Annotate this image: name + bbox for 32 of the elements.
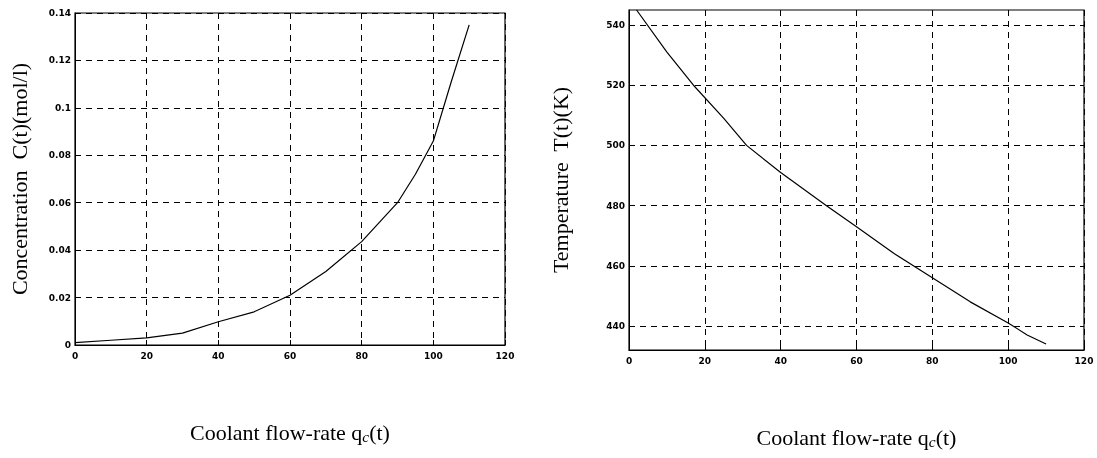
x-tick-label: 60: [850, 355, 863, 366]
x-tick-label: 100: [998, 355, 1018, 366]
x-axis-title: Coolant flow-rate qc(t): [756, 425, 957, 450]
x-tick-label: 20: [140, 350, 153, 361]
y-tick-label: 0.06: [48, 197, 71, 208]
y-tick-label: 0.14: [48, 8, 71, 18]
y-axis-title: Temperature T(t)(K): [547, 86, 573, 274]
y-tick-label: 520: [606, 80, 625, 91]
y-tick-label: 540: [606, 20, 625, 31]
x-tick-label: 80: [926, 355, 939, 366]
x-tick-label: 120: [1074, 355, 1094, 366]
y-tick-label: 0: [64, 340, 71, 350]
x-tick-label: 80: [355, 350, 368, 361]
x-tick-label: 40: [774, 355, 787, 366]
y-tick-label: 0.12: [48, 55, 71, 66]
y-tick-label: 0.1: [55, 102, 71, 113]
x-axis-title: Coolant flow-rate qc(t): [190, 420, 390, 445]
x-tick-label: 20: [698, 355, 712, 366]
x-tick-label: 0: [625, 355, 633, 366]
x-tick-label: 40: [212, 350, 225, 361]
x-tick-label: 0: [71, 350, 79, 361]
y-tick-label: 500: [606, 140, 625, 151]
x-tick-label: 100: [423, 350, 443, 361]
y-tick-label: 440: [606, 320, 625, 331]
y-axis-title: Concentration C(t)(mol/l): [6, 62, 32, 296]
x-tick-label: 120: [495, 350, 515, 361]
y-tick-label: 0.04: [48, 245, 71, 256]
y-tick-label: 480: [606, 200, 625, 211]
y-tick-label: 0.08: [48, 150, 71, 161]
x-tick-label: 60: [283, 350, 297, 361]
y-tick-label: 0.02: [48, 292, 71, 303]
y-tick-label: 460: [606, 260, 625, 271]
